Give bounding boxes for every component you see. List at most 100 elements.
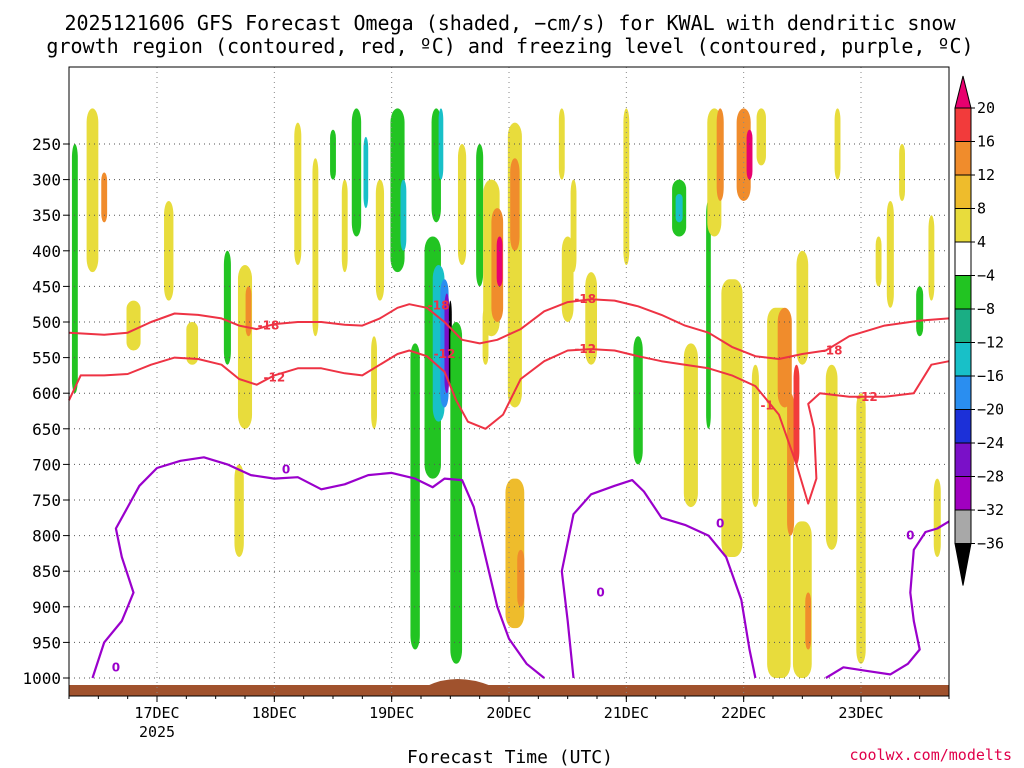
omega-cell — [431, 108, 441, 223]
omega-cell — [875, 236, 882, 287]
y-tick-label: 950 — [32, 633, 61, 652]
omega-cell — [410, 343, 420, 650]
chart-title-line2: growth region (contoured, red, ºC) and f… — [46, 34, 973, 58]
colorbar-segment — [954, 342, 972, 377]
contour-label: 0 — [906, 529, 914, 543]
omega-cell — [294, 122, 302, 266]
colorbar-label: −12 — [977, 334, 1004, 352]
x-tick-label: 20DEC — [486, 704, 531, 722]
credit-text[interactable]: coolwx.com/modelts — [849, 746, 1012, 764]
colorbar-segment — [954, 241, 972, 276]
omega-cell — [223, 250, 231, 365]
omega-cell — [928, 215, 935, 301]
omega-shading — [71, 108, 941, 678]
x-tick-label: 23DEC — [838, 704, 883, 722]
omega-cell — [558, 108, 565, 180]
omega-cell — [793, 364, 800, 465]
dgz-contour-minus18 — [68, 298, 950, 360]
omega-cell — [796, 250, 809, 365]
omega-cell — [746, 129, 753, 180]
omega-cell — [736, 108, 751, 201]
colorbar-label: 8 — [977, 200, 986, 218]
y-tick-label: 850 — [32, 562, 61, 581]
omega-cell — [312, 158, 319, 337]
omega-cell — [805, 592, 812, 650]
plot-area: -18 -12 -18 -12 -18 -12 -18 -12 -1 0 0 0 0 0 — [68, 66, 950, 697]
colorbar-label: −36 — [977, 535, 1004, 553]
omega-cell — [351, 108, 362, 237]
omega-cell — [510, 158, 520, 251]
colorbar-segment — [954, 174, 972, 209]
contour-label: -18 — [258, 319, 280, 333]
omega-cell — [716, 108, 724, 201]
omega-cell — [186, 322, 199, 365]
x-tick-label: 22DEC — [721, 704, 766, 722]
contour-label: 0 — [112, 660, 120, 674]
colorbar-label: −32 — [977, 501, 1004, 519]
omega-cell — [450, 322, 463, 664]
y-tick-label: 500 — [32, 313, 61, 332]
contour-label: -18 — [574, 292, 596, 306]
y-tick-label: 800 — [32, 527, 61, 546]
y-tick-label: 400 — [32, 242, 61, 261]
colorbar-segment — [954, 409, 972, 444]
x-tick-sublabel: 2025 — [139, 723, 175, 741]
colorbar-segment — [954, 509, 972, 544]
contour-label: 0 — [282, 462, 290, 476]
colorbar-label: −24 — [977, 434, 1004, 452]
x-tick-label: 18DEC — [252, 704, 297, 722]
x-tick-label: 19DEC — [369, 704, 414, 722]
y-tick-label: 300 — [32, 171, 61, 190]
omega-cell — [86, 108, 99, 273]
omega-cell — [444, 293, 450, 394]
omega-cell — [899, 144, 905, 201]
omega-cell — [517, 549, 525, 607]
omega-cell — [101, 172, 108, 223]
x-axis-title: Forecast Time (UTC) — [407, 747, 613, 768]
axis-ticks: 250 300 350 400 450 500 550 600 650 700 750 800 850 9… — [22, 135, 950, 741]
omega-cell — [787, 393, 795, 536]
colorbar-segment — [954, 476, 972, 511]
omega-cell — [341, 179, 348, 273]
omega-cell — [721, 279, 743, 557]
colorbar-label: 12 — [977, 166, 995, 184]
colorbar-legend: 20 16 12 8 4 −4 −8 −12 −16 −20 −24 −28 −32 −36 — [954, 75, 1004, 586]
x-tick-label: 17DEC — [134, 704, 179, 722]
contour-label: -18 — [428, 299, 450, 313]
dgz-contour-minus12 — [68, 348, 950, 505]
omega-cell — [496, 236, 503, 287]
omega-cell — [330, 129, 336, 180]
omega-cell — [683, 343, 698, 508]
omega-cell — [164, 200, 174, 301]
colorbar-label: −16 — [977, 367, 1004, 385]
contour-label: -1 — [760, 398, 773, 412]
chart-title-line1: 2025121606 GFS Forecast Omega (shaded, −… — [64, 11, 956, 35]
omega-cell — [234, 464, 244, 557]
omega-cell — [570, 179, 577, 273]
omega-cell — [375, 179, 385, 301]
y-tick-label: 750 — [32, 491, 61, 510]
colorbar-label: 16 — [977, 133, 995, 151]
colorbar-segment — [954, 275, 972, 310]
ground-terrain — [69, 685, 949, 696]
omega-cell — [825, 364, 838, 550]
colorbar-segment — [954, 75, 972, 109]
y-tick-label: 550 — [32, 349, 61, 368]
colorbar-segment — [954, 107, 972, 142]
grid — [69, 67, 949, 696]
colorbar-segment — [954, 442, 972, 477]
x-tick-label: 21DEC — [604, 704, 649, 722]
omega-cell — [400, 179, 407, 251]
y-tick-label: 250 — [32, 135, 61, 154]
y-tick-label: 600 — [32, 384, 61, 403]
contour-label: -12 — [574, 342, 596, 356]
contour-label: -18 — [821, 343, 843, 357]
y-tick-label: 650 — [32, 420, 61, 439]
contour-label: -12 — [856, 390, 878, 404]
colorbar-label: 20 — [977, 99, 995, 117]
colorbar-segment — [954, 141, 972, 176]
y-tick-label: 1000 — [22, 669, 61, 688]
omega-cell — [675, 193, 683, 223]
omega-cell — [751, 364, 759, 508]
